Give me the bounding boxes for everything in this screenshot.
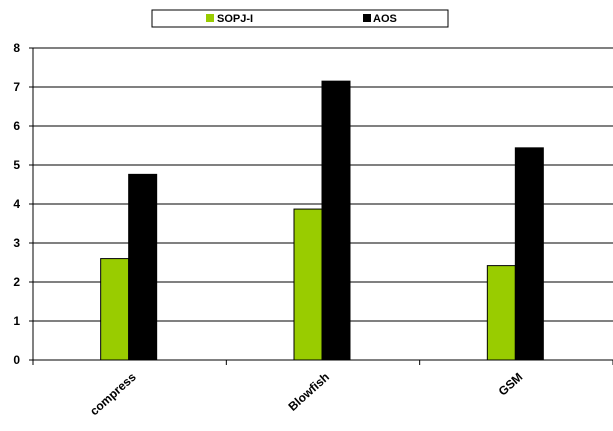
y-tick-label-8: 8 <box>13 41 20 55</box>
legend-swatch-aos <box>363 14 371 22</box>
bar-sopj-i-compress <box>100 258 130 361</box>
y-tick-label-0: 0 <box>13 353 20 367</box>
bar-sopj-i-blowfish <box>293 208 323 361</box>
y-tick-labels: 0 1 2 3 4 5 6 7 8 <box>13 41 20 367</box>
y-tick-label-5: 5 <box>13 158 20 172</box>
x-tick-labels: compress Blowfish GSM <box>87 370 525 419</box>
legend-label-aos: AOS <box>373 13 397 25</box>
x-tick-label-blowfish: Blowfish <box>285 370 332 414</box>
y-tick-label-4: 4 <box>13 197 20 211</box>
x-tick-label-compress: compress <box>87 370 139 419</box>
legend: SOPJ-I AOS <box>151 9 449 28</box>
bars <box>100 80 544 361</box>
legend-box <box>151 9 449 28</box>
y-tick-label-3: 3 <box>13 236 20 250</box>
legend-swatch-sopj-i <box>206 14 214 22</box>
y-tick-label-2: 2 <box>13 275 20 289</box>
y-tick-label-7: 7 <box>13 80 20 94</box>
bar-aos-blowfish <box>321 80 351 361</box>
x-tick-label-gsm: GSM <box>496 370 526 399</box>
y-tick-label-1: 1 <box>13 314 20 328</box>
legend-label-sopj-i: SOPJ-I <box>217 13 253 25</box>
bar-aos-gsm <box>514 147 544 361</box>
y-tick-label-6: 6 <box>13 119 20 133</box>
bar-sopj-i-gsm <box>486 265 516 361</box>
bar-aos-compress <box>128 173 158 361</box>
